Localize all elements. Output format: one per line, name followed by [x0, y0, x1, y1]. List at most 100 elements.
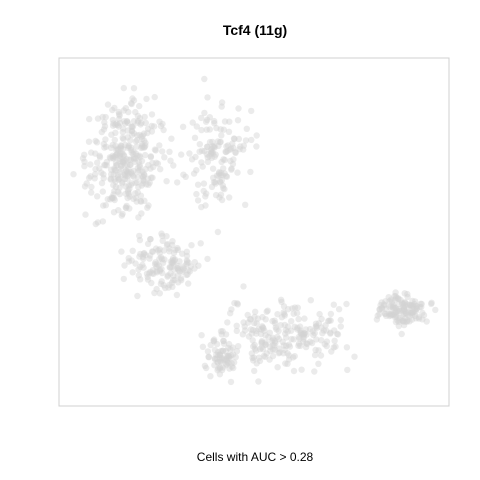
data-point: [219, 347, 227, 355]
data-point: [278, 298, 285, 306]
data-point: [216, 194, 223, 201]
data-point: [156, 249, 163, 257]
data-point: [206, 138, 214, 146]
data-point: [208, 145, 215, 153]
data-point: [386, 310, 393, 318]
data-point: [250, 354, 258, 361]
data-point: [120, 159, 127, 167]
data-point: [130, 156, 137, 163]
data-point: [221, 185, 228, 193]
data-point: [205, 353, 212, 360]
data-point: [300, 335, 307, 342]
data-point: [281, 312, 288, 319]
data-point: [295, 333, 303, 341]
data-point: [200, 187, 207, 195]
data-point: [115, 176, 123, 183]
data-point: [140, 177, 147, 185]
data-point: [400, 321, 408, 329]
data-point: [156, 246, 163, 253]
data-point: [317, 352, 325, 359]
data-point: [203, 190, 210, 197]
data-point: [290, 336, 297, 343]
data-point: [288, 318, 295, 325]
data-point: [211, 336, 218, 343]
data-point: [251, 319, 258, 327]
data-point: [157, 166, 164, 173]
data-point: [263, 308, 270, 315]
data-point: [220, 337, 227, 344]
data-point: [115, 111, 123, 118]
data-point: [400, 304, 408, 311]
data-point: [132, 190, 139, 197]
data-point: [381, 302, 388, 309]
data-point: [217, 348, 224, 355]
data-point: [218, 177, 225, 184]
data-point: [323, 327, 330, 334]
data-point: [111, 165, 118, 172]
data-point: [208, 154, 215, 162]
data-point: [229, 344, 236, 351]
data-point: [81, 158, 88, 165]
data-point: [137, 198, 145, 205]
data-point: [269, 317, 276, 325]
data-point: [205, 354, 212, 361]
data-point: [392, 305, 399, 312]
data-point: [96, 154, 104, 161]
data-point: [271, 338, 279, 345]
data-point: [156, 142, 163, 149]
data-point: [138, 210, 145, 217]
data-point: [285, 341, 293, 348]
data-point: [396, 314, 403, 322]
data-point: [395, 305, 403, 313]
data-point: [159, 269, 166, 277]
data-point: [395, 300, 403, 308]
data-point: [219, 366, 226, 374]
data-point: [174, 272, 181, 279]
data-point: [207, 341, 214, 349]
data-point: [225, 359, 232, 367]
data-point: [223, 173, 231, 180]
data-point: [284, 306, 292, 313]
data-point: [410, 309, 417, 316]
data-point: [331, 327, 338, 334]
data-point: [393, 294, 400, 302]
data-point: [378, 304, 385, 311]
data-point: [392, 308, 400, 315]
data-point: [206, 114, 213, 121]
data-point: [82, 211, 89, 218]
data-point: [129, 95, 136, 102]
data-point: [169, 259, 176, 266]
data-point: [260, 325, 267, 332]
data-point: [428, 300, 435, 308]
data-point: [310, 331, 317, 339]
data-point: [194, 197, 202, 204]
data-point: [155, 262, 162, 269]
data-point: [204, 348, 212, 355]
data-point: [225, 340, 233, 348]
data-point: [291, 304, 299, 311]
data-point: [228, 306, 235, 313]
data-point: [386, 298, 393, 305]
data-point: [166, 264, 174, 271]
data-point: [113, 161, 121, 169]
data-point: [128, 257, 135, 264]
data-point: [322, 322, 329, 329]
data-point: [136, 167, 143, 174]
data-point: [92, 150, 99, 157]
data-point: [377, 302, 384, 309]
data-point: [378, 299, 385, 306]
data-point: [296, 335, 303, 342]
data-point: [391, 292, 398, 300]
data-point: [315, 320, 323, 327]
data-point: [382, 298, 389, 305]
data-point: [326, 317, 333, 324]
data-point: [130, 97, 138, 104]
data-point: [121, 161, 128, 169]
data-point: [396, 307, 403, 315]
data-point: [230, 364, 237, 372]
data-point: [307, 338, 314, 345]
data-point: [163, 233, 170, 240]
data-point: [141, 249, 148, 257]
data-point: [110, 209, 118, 216]
data-point: [100, 140, 108, 148]
